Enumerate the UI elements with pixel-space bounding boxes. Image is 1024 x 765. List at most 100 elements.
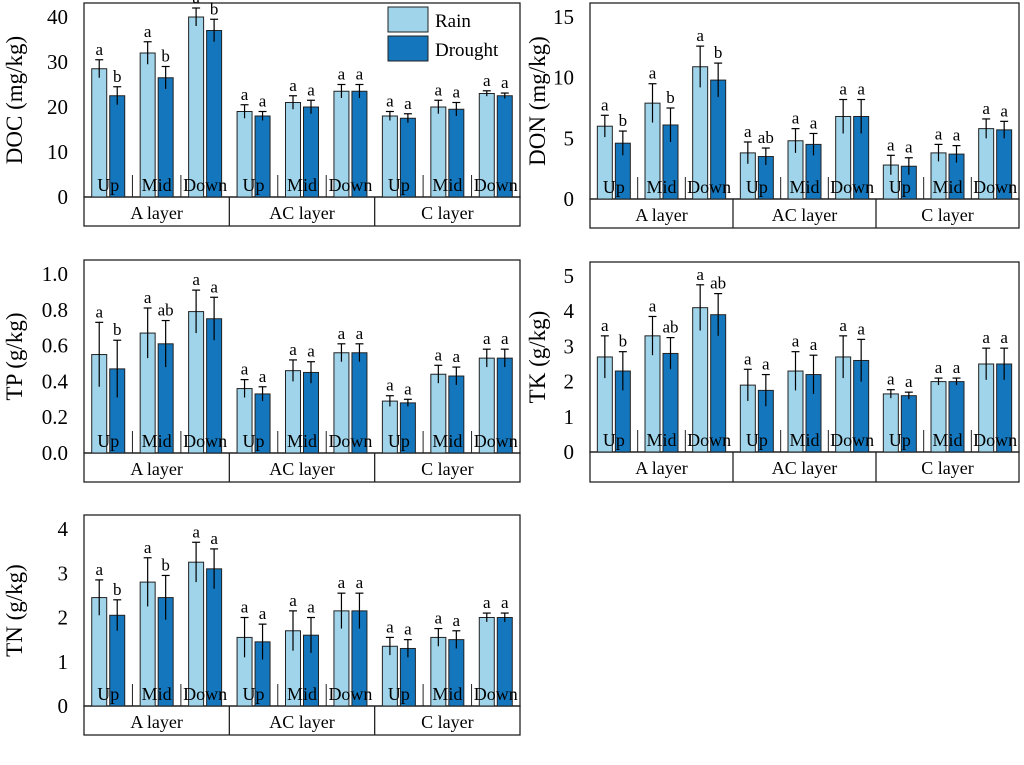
significance-letter: a	[338, 65, 346, 84]
significance-letter: a	[887, 135, 895, 154]
x-tick-label: Mid	[287, 431, 317, 451]
significance-letter: b	[113, 580, 122, 599]
significance-letter: a	[501, 73, 509, 92]
significance-letter: b	[666, 88, 675, 107]
x-tick-label: Mid	[932, 177, 962, 197]
significance-letter: a	[762, 355, 770, 374]
significance-letter: a	[696, 26, 704, 45]
significance-letter: a	[404, 620, 412, 639]
significance-letter: b	[161, 555, 170, 574]
legend: Rain Drought	[387, 6, 499, 62]
significance-letter: a	[210, 529, 218, 548]
significance-letter: b	[210, 0, 219, 18]
significance-letter: a	[192, 270, 200, 289]
x-tick-label: Mid	[142, 684, 172, 704]
y-tick-label: 1	[564, 405, 575, 429]
significance-letter: a	[453, 83, 461, 102]
legend-swatch-rain	[387, 6, 429, 33]
y-tick-label: 3	[564, 334, 575, 358]
y-tick-label: 0.0	[42, 441, 68, 465]
x-tick-label: Up	[97, 684, 119, 704]
significance-letter: a	[905, 138, 913, 157]
significance-letter: a	[356, 324, 364, 343]
significance-letter: a	[810, 335, 818, 354]
layer-label-band	[83, 452, 521, 483]
x-tick-label: Mid	[287, 684, 317, 704]
significance-letter: a	[210, 277, 218, 296]
layer-label-band	[83, 705, 521, 736]
x-tick-label: Mid	[932, 430, 962, 450]
significance-letter: ab	[158, 301, 174, 320]
x-tick-label: Mid	[432, 175, 462, 195]
y-tick-label: 1.0	[42, 262, 68, 286]
significance-letter: a	[483, 329, 491, 348]
x-tick-label: Up	[388, 431, 410, 451]
x-tick-label: Down	[474, 175, 518, 195]
y-tick-label: 10	[47, 140, 68, 164]
significance-letter: a	[857, 319, 865, 338]
y-axis-label: TN (g/kg)	[2, 564, 27, 657]
significance-letter: a	[857, 80, 865, 99]
x-tick-label: Down	[973, 177, 1017, 197]
significance-letter: a	[435, 609, 443, 628]
significance-letter: a	[601, 316, 609, 335]
significance-letter: a	[404, 379, 412, 398]
significance-letter: a	[935, 124, 943, 143]
y-tick-label: 2	[58, 606, 69, 630]
y-tick-label: 20	[47, 95, 68, 119]
y-tick-label: 0.6	[42, 334, 68, 358]
layer-label: AC layer	[772, 458, 837, 478]
layer-label: AC layer	[772, 205, 837, 225]
significance-letter: a	[241, 360, 249, 379]
layer-label: C layer	[421, 459, 473, 479]
y-tick-label: 0	[564, 440, 575, 464]
y-tick-label: 4	[58, 517, 69, 541]
significance-letter: a	[696, 265, 704, 284]
x-tick-label: Mid	[646, 430, 676, 450]
y-tick-label: 15	[553, 5, 574, 29]
y-axis-label: TP (g/kg)	[2, 313, 27, 401]
x-tick-label: Mid	[142, 175, 172, 195]
x-tick-label: Down	[687, 430, 731, 450]
legend-label-rain: Rain	[435, 11, 471, 32]
layer-label: C layer	[921, 205, 973, 225]
y-tick-label: 40	[47, 5, 68, 29]
layer-label: C layer	[421, 203, 473, 223]
legend-label-drought: Drought	[435, 40, 499, 61]
significance-letter: a	[887, 370, 895, 389]
x-tick-label: Up	[97, 175, 119, 195]
y-tick-label: 1	[58, 650, 69, 674]
significance-letter: a	[338, 573, 346, 592]
significance-letter: a	[192, 522, 200, 541]
significance-letter: b	[113, 320, 122, 339]
layer-label: AC layer	[269, 203, 334, 223]
x-tick-label: Up	[243, 684, 265, 704]
significance-letter: a	[935, 358, 943, 377]
significance-letter: a	[649, 296, 657, 315]
layer-label: C layer	[921, 458, 973, 478]
significance-letter: b	[619, 111, 628, 130]
layer-label: AC layer	[269, 712, 334, 732]
x-tick-label: Up	[889, 430, 911, 450]
layer-label: C layer	[421, 712, 473, 732]
significance-letter: a	[356, 65, 364, 84]
significance-letter: a	[744, 122, 752, 141]
x-tick-label: Down	[973, 430, 1017, 450]
x-tick-label: Mid	[789, 177, 819, 197]
significance-letter: ab	[710, 274, 726, 293]
x-tick-label: Up	[603, 430, 625, 450]
x-tick-label: Mid	[646, 177, 676, 197]
significance-letter: a	[435, 345, 443, 364]
y-tick-label: 30	[47, 50, 68, 74]
x-tick-label: Mid	[432, 684, 462, 704]
significance-letter: a	[953, 358, 961, 377]
y-tick-label: 0	[564, 187, 575, 211]
y-tick-label: 0.4	[42, 369, 69, 393]
significance-letter: a	[792, 332, 800, 351]
significance-letter: a	[501, 593, 509, 612]
significance-letter: b	[619, 332, 628, 351]
x-tick-label: Mid	[287, 175, 317, 195]
layer-label: A layer	[130, 712, 182, 732]
significance-letter: a	[356, 573, 364, 592]
